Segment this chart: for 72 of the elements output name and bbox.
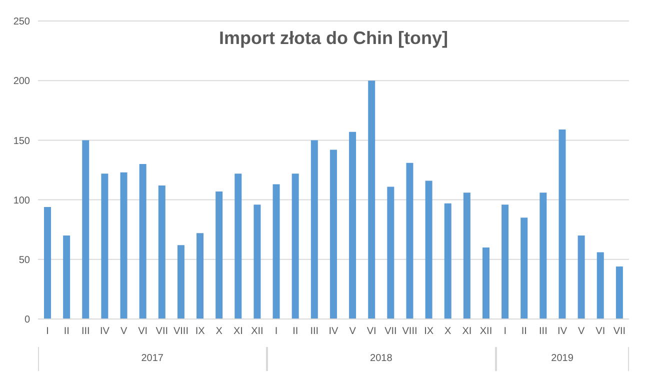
bar bbox=[139, 164, 146, 319]
bar bbox=[558, 129, 566, 319]
x-tick-label: VIII bbox=[402, 326, 418, 338]
x-tick-label: VI bbox=[366, 326, 376, 338]
bar bbox=[520, 218, 528, 319]
x-tick-label: IV bbox=[328, 326, 339, 338]
bar bbox=[330, 150, 337, 319]
x-tick-label: XII bbox=[251, 326, 264, 338]
bar bbox=[540, 192, 547, 319]
y-tick-label: 0 bbox=[24, 314, 30, 326]
y-tick-label: 150 bbox=[13, 136, 30, 147]
x-tick-label: XII bbox=[480, 326, 492, 338]
bar bbox=[425, 180, 432, 319]
y-tick-label: 250 bbox=[13, 16, 30, 28]
x-tick-label: III bbox=[539, 326, 548, 338]
x-tick-label: VII bbox=[613, 326, 626, 338]
bar bbox=[44, 206, 51, 319]
bar bbox=[292, 174, 299, 319]
x-tick-label: X bbox=[216, 326, 223, 338]
bar bbox=[502, 204, 509, 319]
x-tick-label: IV bbox=[558, 326, 568, 338]
x-tick-label: XI bbox=[462, 326, 472, 338]
y-tick-label: 200 bbox=[13, 76, 30, 88]
x-tick-label: IX bbox=[195, 326, 206, 338]
bar bbox=[596, 252, 604, 319]
text: 2017 bbox=[38, 347, 267, 371]
bar bbox=[177, 245, 184, 319]
x-tick-label: III bbox=[81, 326, 90, 338]
x-tick-label: V bbox=[578, 326, 586, 338]
x-tick-label: I bbox=[504, 326, 506, 338]
bar bbox=[196, 233, 204, 319]
y-tick-label: 100 bbox=[13, 195, 30, 206]
text: 2018 bbox=[266, 347, 496, 371]
bar bbox=[216, 191, 223, 319]
bar bbox=[82, 140, 90, 319]
y-tick-label: 50 bbox=[18, 254, 30, 266]
x-tick-label: IX bbox=[424, 326, 434, 338]
bar bbox=[406, 162, 414, 319]
bar bbox=[444, 203, 452, 319]
x-tick-label: II bbox=[521, 326, 527, 338]
x-tick-label: VIII bbox=[173, 326, 188, 338]
x-tick-label: VI bbox=[596, 326, 606, 338]
bar bbox=[272, 184, 280, 319]
bar bbox=[463, 192, 470, 319]
x-tick-label: X bbox=[444, 326, 452, 338]
x-tick-label: IV bbox=[100, 326, 110, 338]
bar bbox=[310, 140, 318, 319]
bar bbox=[254, 204, 261, 319]
x-tick-label: I bbox=[274, 326, 278, 338]
bar bbox=[234, 174, 242, 319]
x-tick-label: VII bbox=[156, 326, 168, 338]
x-tick-label: XI bbox=[233, 326, 243, 338]
bar bbox=[158, 185, 166, 319]
x-tick-label: I bbox=[46, 326, 49, 338]
bar bbox=[387, 186, 394, 319]
bar bbox=[349, 132, 356, 319]
bar bbox=[120, 172, 128, 319]
x-tick-label: II bbox=[292, 326, 298, 338]
x-tick-label: V bbox=[349, 326, 356, 338]
bar bbox=[368, 80, 376, 319]
bar bbox=[482, 247, 490, 319]
bar bbox=[616, 266, 623, 319]
chart-title: Import złota do Chin [tony] bbox=[218, 28, 449, 49]
text: 2019 bbox=[496, 347, 629, 371]
bar bbox=[578, 236, 585, 319]
bar bbox=[63, 236, 70, 319]
x-tick-label: VII bbox=[384, 326, 397, 338]
x-tick-label: VI bbox=[138, 326, 148, 338]
x-tick-label: V bbox=[120, 326, 128, 338]
x-tick-label: III bbox=[310, 326, 319, 338]
x-tick-label: II bbox=[64, 326, 70, 338]
bar bbox=[101, 174, 108, 319]
